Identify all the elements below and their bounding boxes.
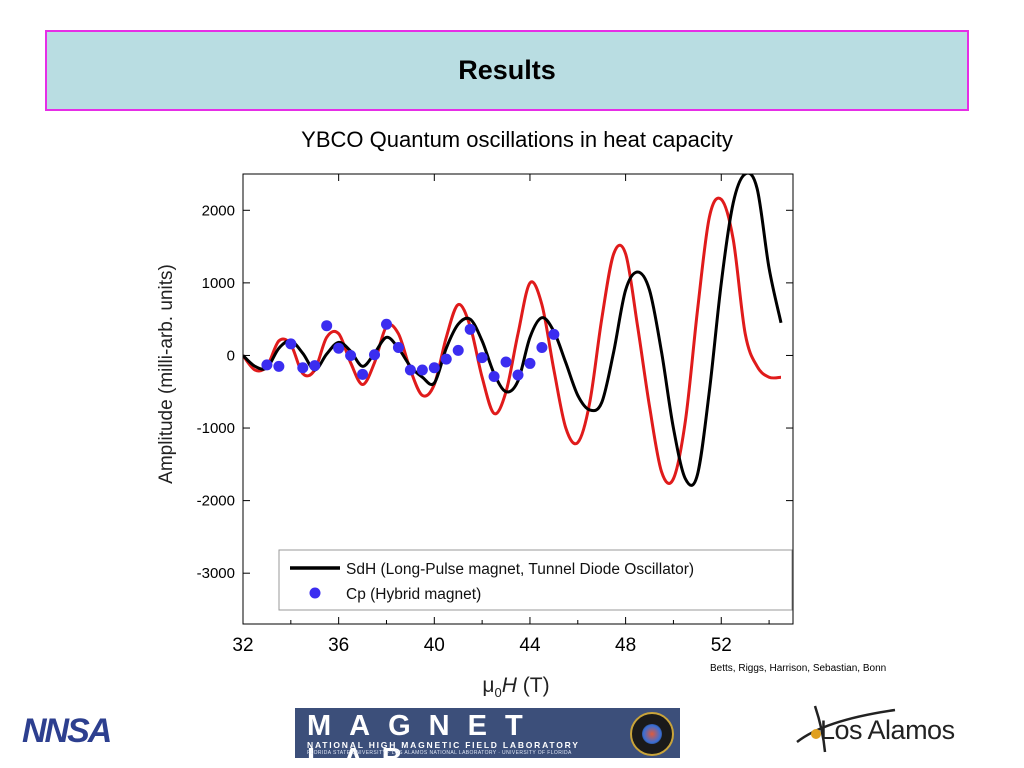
series-cp-point (548, 328, 560, 340)
y-tick-label: 2000 (202, 202, 235, 219)
series-cp-point (488, 371, 500, 382)
series-cp-point (345, 349, 357, 361)
series-cp-point (285, 338, 297, 350)
series-cp-point (273, 360, 285, 372)
magnet-lab-affiliations: FLORIDA STATE UNIVERSITY · LOS ALAMOS NA… (307, 750, 572, 756)
series-cp-point (261, 359, 273, 371)
series-cp-point (380, 318, 392, 330)
slide-title: Results (458, 55, 556, 85)
magnet-lab-title: MAGNET LAB (307, 710, 541, 758)
legend-cp-label: Cp (Hybrid magnet) (346, 586, 481, 603)
series-cp-point (369, 349, 381, 361)
y-tick-label: 0 (227, 347, 235, 364)
series-cp-point (297, 362, 309, 374)
series-cp-point (416, 364, 428, 376)
y-tick-label: -3000 (197, 565, 235, 582)
los-alamos-logo-text: Los Alamos (820, 715, 955, 745)
series-cp-point (524, 357, 536, 369)
series-cp-point (333, 342, 345, 354)
y-tick-label: -1000 (197, 420, 235, 437)
x-axis-label: μ0H (T) (482, 674, 549, 700)
x-tick-label: 40 (424, 635, 445, 656)
series-cp-point (512, 369, 524, 381)
legend-box (278, 549, 793, 611)
slide-subtitle: YBCO Quantum oscillations in heat capaci… (301, 127, 733, 152)
magnet-lab-logo: MAGNET LAB NATIONAL HIGH MAGNETIC FIELD … (295, 708, 680, 758)
series-fit-line (243, 196, 782, 485)
series-cp-point (500, 356, 512, 368)
series-cp-point (404, 364, 416, 376)
y-tick-label: -2000 (197, 493, 235, 510)
series-cp-point (357, 368, 369, 380)
plot-frame (242, 173, 794, 625)
magnet-lab-subtitle: NATIONAL HIGH MAGNETIC FIELD LABORATORY (307, 740, 580, 750)
magnet-lab-emblem-icon (630, 712, 674, 756)
legend-sdh-label: SdH (Long-Pulse magnet, Tunnel Diode Osc… (346, 561, 694, 578)
legend-cp-swatch (309, 587, 321, 599)
y-axis-label: Amplitude (milli-arb. units) (156, 264, 177, 484)
series-cp-point (476, 352, 488, 364)
series-cp-point (536, 341, 548, 353)
x-tick-label: 52 (711, 635, 732, 656)
series-cp-point (392, 341, 404, 353)
title-box: Results (45, 30, 969, 111)
nnsa-logo: NNSA (22, 712, 112, 751)
nnsa-logo-text: NNSA (22, 712, 112, 750)
los-alamos-logo-icon (796, 705, 896, 753)
x-tick-label: 32 (232, 635, 253, 656)
series-cp-point (321, 320, 333, 332)
x-tick-label: 48 (615, 635, 636, 656)
series-cp-point (452, 344, 464, 356)
x-tick-label: 44 (519, 635, 541, 656)
series-cp-point (464, 323, 476, 335)
series-cp-point (428, 362, 440, 374)
x-tick-label: 36 (328, 635, 349, 656)
series-cp-point (440, 353, 452, 365)
y-tick-label: 1000 (202, 275, 235, 292)
series-cp-point (309, 360, 321, 372)
credit-text: Betts, Riggs, Harrison, Sebastian, Bonn (710, 663, 887, 674)
